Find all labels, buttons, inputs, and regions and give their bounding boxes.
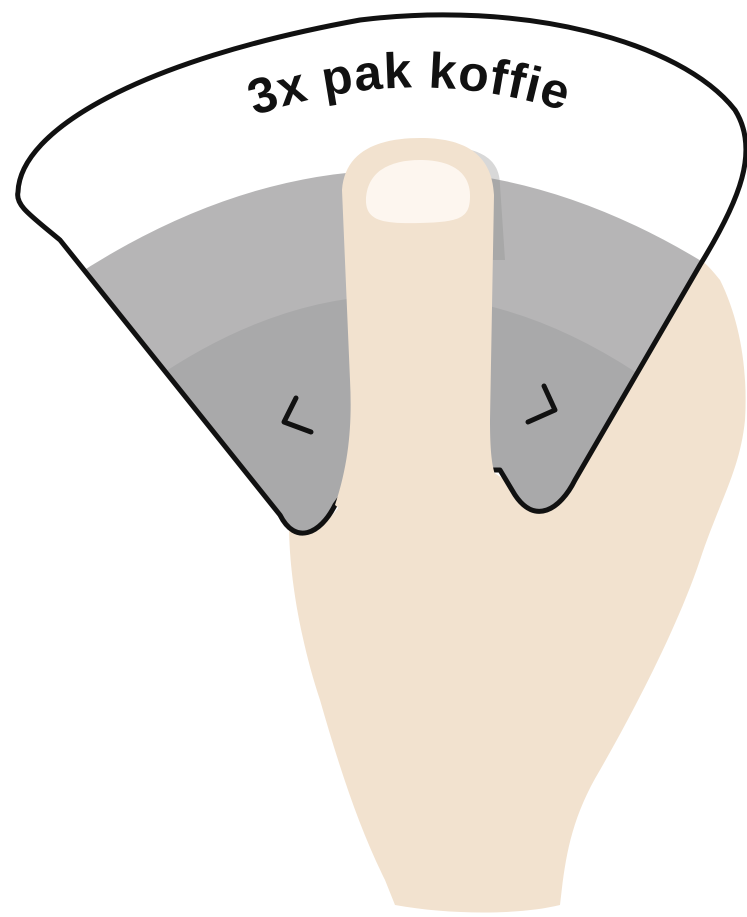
chevron-left-icon[interactable] [281, 395, 314, 435]
thumb [335, 138, 520, 547]
hand [289, 253, 746, 913]
menu-outline [15, 12, 747, 536]
thumb-body [335, 138, 520, 547]
palm [289, 253, 746, 913]
chevron-right-icon[interactable] [525, 383, 558, 425]
thumb-nail [365, 160, 470, 224]
